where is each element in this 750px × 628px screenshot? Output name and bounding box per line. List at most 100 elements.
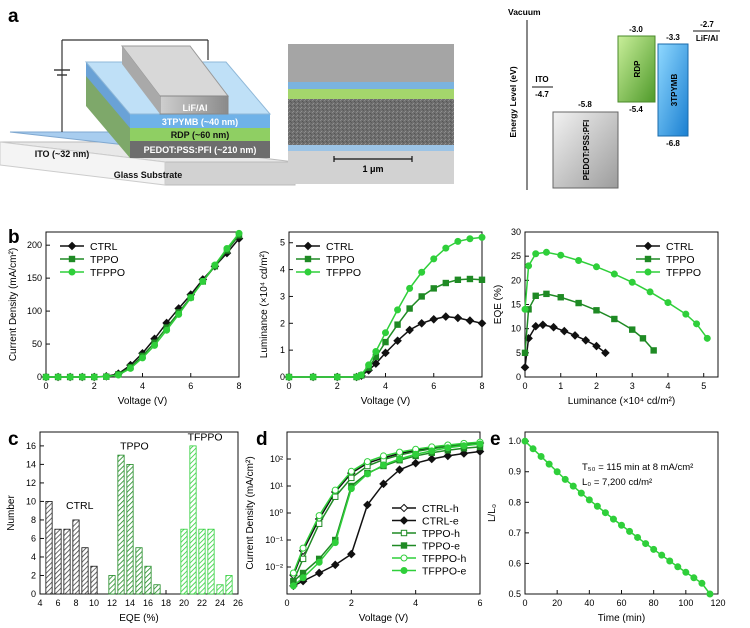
legend-marker <box>400 554 408 562</box>
y-tick-label: 1 <box>280 345 285 355</box>
x-tick-label: 4 <box>140 381 145 391</box>
x-tick-label: 6 <box>55 598 60 608</box>
y-tick-label: 2 <box>31 570 36 580</box>
data-point <box>417 318 426 328</box>
x-tick-label: 4 <box>383 381 388 391</box>
data-point <box>520 363 530 372</box>
y-tick-label: 0.8 <box>508 497 521 507</box>
rdp-name: RDP <box>633 60 642 78</box>
sem-glass-region <box>288 151 454 184</box>
pedot-box <box>552 111 619 189</box>
sem-etl-band <box>288 82 454 89</box>
histogram-bar <box>225 575 233 595</box>
data-point <box>454 276 462 283</box>
data-point <box>593 502 601 510</box>
data-point <box>706 590 714 598</box>
y-tick-label: 5 <box>516 348 521 358</box>
data-point <box>348 474 355 482</box>
energy-axis-label: Energy Level (eV) <box>508 66 518 138</box>
data-point <box>347 485 355 493</box>
x-tick-label: 2 <box>594 381 599 391</box>
tpymb-bottom-value: -6.8 <box>666 139 680 148</box>
series-line <box>524 324 606 368</box>
data-point <box>333 373 341 381</box>
rdp-layer-front <box>130 128 270 141</box>
data-point <box>418 293 425 300</box>
data-point <box>396 455 404 463</box>
legend-marker <box>68 255 76 263</box>
data-point <box>199 277 207 285</box>
histogram-bar <box>126 463 134 595</box>
legend-marker <box>399 516 409 525</box>
chart-single-carrier: 0 2 4 6 10⁻² 10⁻¹ 10⁰ 10¹ 10² Voltage (V) Current … <box>245 431 485 624</box>
histogram-bar <box>180 528 188 595</box>
layer-label-cathode: LiF/Al <box>183 103 208 113</box>
data-point <box>521 305 529 313</box>
panel-label-b: b <box>8 227 20 248</box>
x-tick-label: 0 <box>286 381 291 391</box>
x-tick-label: 18 <box>161 598 171 608</box>
x-tick-label: 4 <box>37 598 42 608</box>
x-tick-label: 2 <box>92 381 97 391</box>
stack-side-top <box>86 62 130 128</box>
group-label: TPPO <box>120 441 149 453</box>
x-axis-label: Voltage (V) <box>359 613 408 624</box>
data-point <box>411 458 420 468</box>
legend-label: TPPO <box>666 254 695 266</box>
y-tick-label: 0 <box>31 589 36 599</box>
layer-label-anode: ITO (~32 nm) <box>35 149 90 159</box>
y-tick-label: 10 <box>26 496 36 506</box>
histogram-bar <box>54 528 62 595</box>
x-tick-label: 16 <box>143 598 153 608</box>
y-tick-label: 25 <box>511 251 521 261</box>
y-tick-label: 10 <box>511 324 521 334</box>
legend-label: CTRL <box>666 241 694 253</box>
data-point <box>382 329 389 337</box>
data-point <box>465 316 475 325</box>
y-tick-label: 0 <box>280 372 285 382</box>
legend-label: TPPO <box>326 254 355 266</box>
data-point <box>394 306 402 314</box>
data-point <box>394 321 401 328</box>
pedot-name: PEDOT:PSS:PFI <box>582 120 591 180</box>
data-point <box>315 512 323 520</box>
chart-luminance: 0 2 4 6 8 0 1 2 3 4 5 Voltage (V) Luminance (×10⁴ cd… <box>259 231 487 407</box>
data-point <box>521 437 529 445</box>
plot-frame <box>524 431 719 595</box>
data-point <box>379 479 388 489</box>
x-tick-label: 24 <box>215 598 225 608</box>
y-tick-label: 14 <box>26 459 36 469</box>
legend-marker <box>400 542 408 549</box>
tpymb-top-value: -3.3 <box>666 33 680 42</box>
histogram-bar <box>90 565 98 595</box>
x-tick-label: 4 <box>413 598 418 608</box>
sem-image: 1 μm <box>288 44 454 184</box>
legend-marker <box>643 241 653 251</box>
data-point <box>478 276 486 283</box>
data-point <box>289 569 297 577</box>
y-tick-label: 1.0 <box>508 436 521 446</box>
data-point <box>703 334 711 342</box>
y-tick-label: 4 <box>31 552 36 562</box>
legend-marker <box>644 255 652 263</box>
y-tick-label: 10⁻¹ <box>265 535 283 545</box>
histogram-bar <box>108 575 116 595</box>
data-point <box>363 458 371 466</box>
data-point <box>427 454 437 464</box>
y-tick-label: 100 <box>27 306 42 316</box>
x-tick-label: 60 <box>616 598 626 608</box>
tpymb-name: 3TPYMB <box>670 74 679 107</box>
data-point <box>443 451 453 461</box>
panel-label-d: d <box>256 429 268 450</box>
data-point <box>412 450 420 458</box>
glass-substrate-front <box>164 161 296 186</box>
data-point <box>380 452 387 460</box>
data-point <box>628 278 636 286</box>
legend-label: TFPPO <box>666 267 701 279</box>
data-point <box>332 493 339 500</box>
data-point <box>682 310 690 318</box>
data-point <box>309 373 317 381</box>
data-point <box>650 545 658 553</box>
